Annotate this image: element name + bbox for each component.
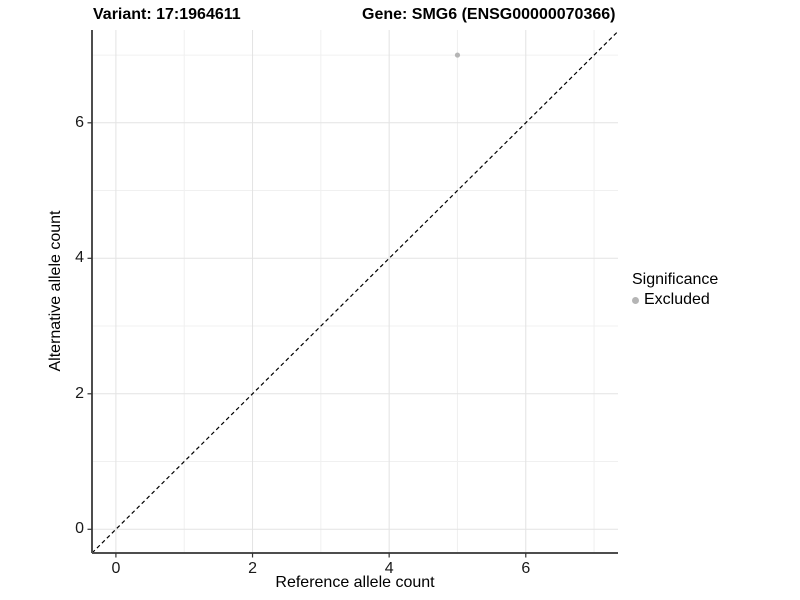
legend-item-label: Excluded: [644, 291, 710, 308]
y-tick-label: 0: [75, 520, 84, 538]
data-point: [454, 52, 461, 58]
x-tick-label: 4: [384, 560, 394, 577]
legend-marker-circle-icon: [632, 296, 639, 304]
y-axis-title: Alternative allele count: [47, 210, 64, 372]
y-tick-label: 4: [75, 249, 84, 267]
plot-title-variant: Variant: 17:1964611: [93, 6, 241, 23]
legend-item-excluded: Excluded: [632, 291, 718, 309]
identity-dashed-line: [91, 30, 619, 554]
x-tick-label: 2: [248, 560, 257, 577]
x-tick-label: 0: [111, 560, 121, 577]
legend-title: Significance: [632, 271, 719, 288]
y-tick-label: 2: [75, 384, 84, 402]
x-axis-title: Reference allele count: [275, 574, 435, 591]
legend: Significance Excluded: [632, 271, 718, 309]
y-tick-label: 6: [75, 113, 84, 131]
x-tick-label: 6: [521, 560, 531, 577]
plot-title-gene: Gene: SMG6 (ENSG00000070366): [362, 6, 616, 23]
